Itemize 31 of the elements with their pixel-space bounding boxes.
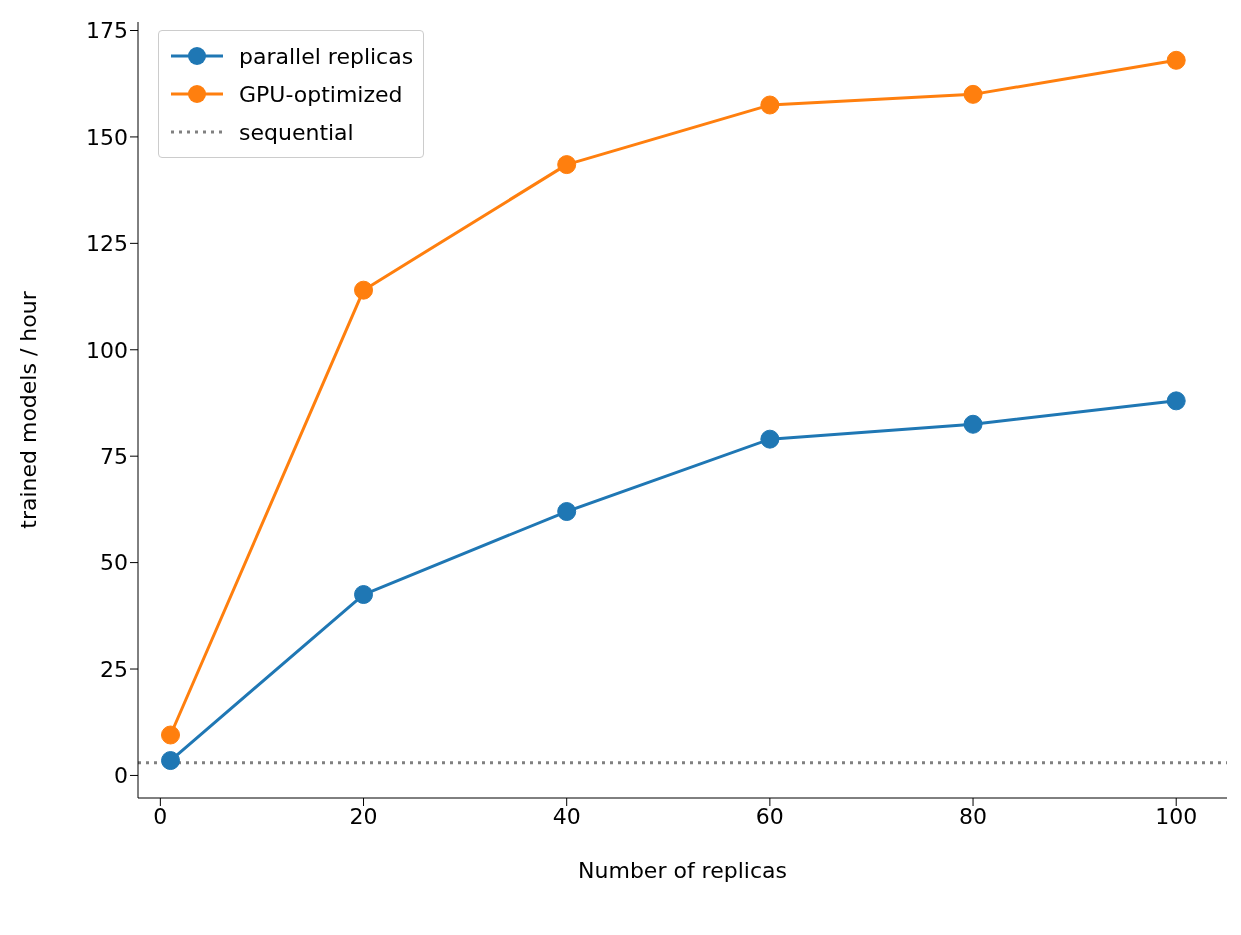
point <box>354 585 374 605</box>
x-tick-label: 0 <box>153 803 168 829</box>
y-tick-label: 0 <box>114 763 128 789</box>
x-tick-label: 40 <box>552 803 581 829</box>
point <box>760 429 780 449</box>
y-tick-label: 25 <box>100 656 128 682</box>
legend-label: GPU-optimized <box>239 81 403 107</box>
x-axis-title: Number of replicas <box>578 858 787 883</box>
point <box>557 502 577 522</box>
y-tick-label: 50 <box>100 550 128 576</box>
point <box>161 751 181 771</box>
x-tick-label: 60 <box>755 803 784 829</box>
point <box>557 155 577 175</box>
legend-label: parallel replicas <box>239 43 414 69</box>
point <box>760 95 780 115</box>
y-axis-title: trained models / hour <box>15 290 41 529</box>
y-tick-label: 150 <box>86 124 128 150</box>
point <box>963 84 983 104</box>
point <box>1166 391 1186 411</box>
point <box>1166 50 1186 70</box>
y-tick-label: 175 <box>86 18 128 44</box>
y-tick-label: 125 <box>86 231 128 257</box>
x-tick-label: 20 <box>349 803 378 829</box>
x-tick-label: 80 <box>959 803 988 829</box>
point <box>354 280 374 300</box>
y-tick-label: 75 <box>100 444 128 469</box>
x-tick-label: 100 <box>1155 803 1198 829</box>
legend-label: sequential <box>239 119 354 145</box>
y-tick-label: 100 <box>86 337 128 363</box>
point <box>161 725 181 745</box>
point <box>963 414 983 434</box>
